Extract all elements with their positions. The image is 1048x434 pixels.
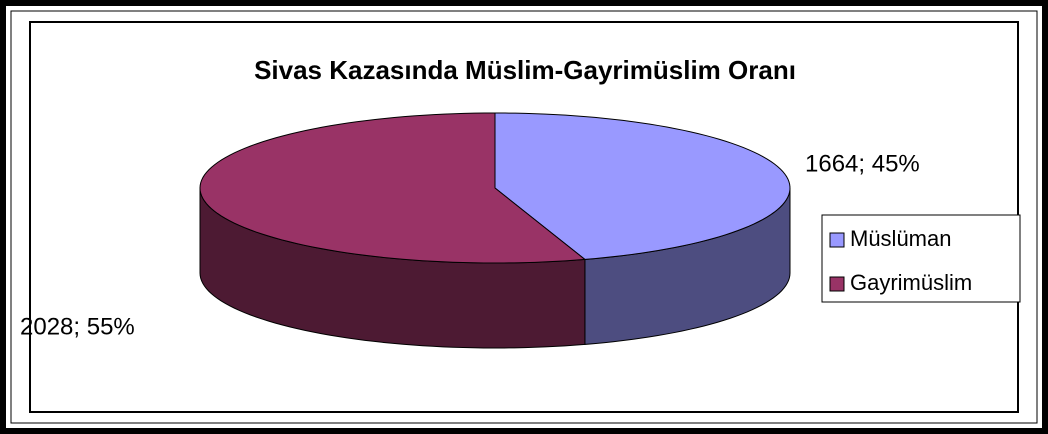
legend-box <box>821 214 1021 303</box>
legend-swatch <box>829 232 845 248</box>
chart-title: Sivas Kazasında Müslim-Gayrimüslim Oranı <box>254 55 796 85</box>
slice <box>199 112 587 264</box>
legend-label: Gayrimüslim <box>850 270 972 295</box>
legend-label: Müslüman <box>850 226 951 251</box>
frame <box>10 10 1038 424</box>
data-label: 2028; 55% <box>20 313 135 340</box>
legend-swatch <box>829 276 845 292</box>
slice <box>494 112 791 260</box>
data-label: 1664; 45% <box>805 150 920 177</box>
